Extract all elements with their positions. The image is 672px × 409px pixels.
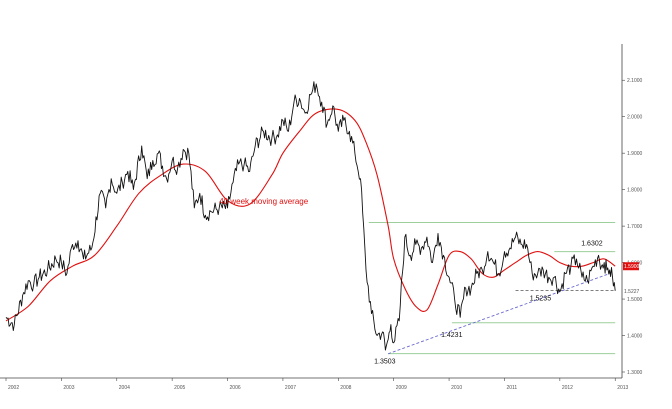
y-tick-label: 1.3000 [627,370,643,376]
x-tick-label: 2009 [396,385,407,391]
x-tick-label: 2006 [230,385,241,391]
y-tick-label: 2.0000 [627,115,643,121]
x-tick-label: 2002 [8,385,19,391]
level-annotation: 1.4231 [441,332,463,339]
y-tick-label: 1.4000 [627,334,643,340]
level-annotation: 1.5235 [530,295,552,302]
x-tick-label: 2011 [506,385,517,391]
y-tick-label: 1.9000 [627,151,643,157]
price-series-group [6,82,615,350]
moving-average-label: 40 week moving average [219,197,308,206]
trendline [388,274,610,354]
y-tick-label: 2.1000 [627,78,643,84]
y-tick-label: 1.5000 [627,297,643,303]
level-annotation: 1.3503 [374,359,396,366]
x-tick-label: 2003 [63,385,74,391]
support-levels [369,222,615,353]
x-tick-label: 2004 [119,385,130,391]
x-tick-label: 2012 [562,385,573,391]
x-tick-label: 2005 [174,385,185,391]
x-tick-label: 2007 [285,385,296,391]
y-tick-label: 1.8000 [627,188,643,194]
x-tick-label: 2008 [340,385,351,391]
price-line [6,82,615,350]
trendline-group [388,274,610,354]
price-tag-label: 1.5900 [624,264,640,270]
level-annotation: 1.6302 [581,241,603,248]
x-tick-label: 2013 [617,385,628,391]
x-tick-label: 2010 [451,385,462,391]
y-tick-label: 1.7000 [627,224,643,230]
last-price-label: 1.5227 [624,289,640,295]
